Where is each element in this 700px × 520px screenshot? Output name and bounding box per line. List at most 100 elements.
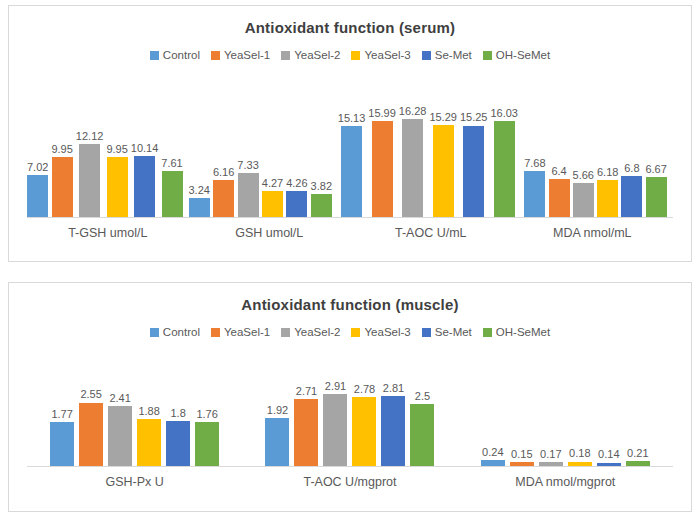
bar-item-yeasel-2: 2.91 — [323, 380, 347, 466]
legend-item-control: Control — [150, 49, 200, 61]
bar-value-label: 1.77 — [51, 408, 72, 420]
bar-value-label: 2.71 — [296, 385, 317, 397]
bar-item-yeasel-3: 15.29 — [429, 111, 457, 217]
bar-oh-semet — [311, 194, 332, 217]
legend-swatch-se-met — [422, 328, 431, 337]
bar-yeasel-2 — [79, 144, 100, 217]
bar-yeasel-1 — [213, 180, 234, 217]
bar-value-label: 1.76 — [196, 408, 217, 420]
legend-label: YeaSel-1 — [224, 326, 270, 338]
bar-value-label: 2.81 — [383, 382, 404, 394]
bar-item-control: 15.13 — [338, 112, 366, 217]
bar-value-label: 9.95 — [106, 143, 127, 155]
bar-value-label: 4.26 — [286, 177, 307, 189]
category-axis: T-GSH umol/LGSH umol/LT-AOC U/mLMDA nmol… — [27, 218, 673, 240]
legend-label: Se-Met — [435, 326, 472, 338]
bar-item-oh-semet: 1.76 — [195, 408, 219, 466]
legend-item-oh-semet: OH-SeMet — [483, 49, 550, 61]
bar-item-yeasel-3: 2.78 — [352, 383, 376, 466]
legend-swatch-yeasel-2 — [281, 328, 290, 337]
legend-item-oh-semet: OH-SeMet — [483, 326, 550, 338]
bar-value-label: 2.41 — [109, 392, 130, 404]
bar-yeasel-1 — [79, 403, 103, 467]
bar-control — [50, 422, 74, 466]
bar-item-se-met: 15.25 — [460, 111, 488, 217]
bar-item-se-met: 0.14 — [597, 448, 621, 466]
bar-oh-semet — [646, 177, 667, 217]
bar-value-label: 1.88 — [138, 405, 159, 417]
bar-yeasel-1 — [549, 179, 570, 217]
bar-value-label: 10.14 — [131, 142, 159, 154]
legend-item-se-met: Se-Met — [422, 326, 472, 338]
bar-item-oh-semet: 16.03 — [490, 107, 518, 217]
bar-oh-semet — [494, 121, 515, 217]
legend-item-yeasel-2: YeaSel-2 — [281, 49, 340, 61]
bar-yeasel-2 — [573, 183, 594, 217]
legend-item-yeasel-1: YeaSel-1 — [211, 326, 270, 338]
bar-yeasel-3 — [433, 125, 454, 217]
bar-yeasel-3 — [262, 191, 283, 217]
bar-value-label: 0.21 — [627, 447, 648, 459]
legend-swatch-yeasel-1 — [211, 51, 220, 60]
bar-yeasel-3 — [107, 157, 128, 217]
bar-value-label: 0.18 — [569, 447, 590, 459]
bar-yeasel-2 — [108, 406, 132, 466]
bar-item-se-met: 4.26 — [286, 177, 307, 217]
bar-item-yeasel-1: 15.99 — [368, 107, 396, 217]
bar-value-label: 16.03 — [490, 107, 518, 119]
bar-yeasel-2 — [539, 462, 563, 466]
legend-swatch-se-met — [422, 51, 431, 60]
bar-value-label: 16.28 — [399, 105, 427, 117]
legend-label: YeaSel-2 — [294, 49, 340, 61]
bar-value-label: 7.61 — [161, 157, 182, 169]
bar-item-yeasel-2: 2.41 — [108, 392, 132, 466]
plot-area: 1.772.552.411.881.81.761.922.712.912.782… — [27, 354, 673, 467]
bar-item-yeasel-2: 0.17 — [539, 448, 563, 466]
bar-value-label: 15.13 — [338, 112, 366, 124]
chart-title: Antioxidant function (serum) — [9, 19, 691, 36]
bar-item-control: 7.02 — [27, 161, 48, 217]
legend-swatch-yeasel-3 — [351, 328, 360, 337]
chart-title: Antioxidant function (muscle) — [9, 296, 691, 313]
bar-yeasel-1 — [294, 399, 318, 466]
legend-swatch-yeasel-1 — [211, 328, 220, 337]
bar-se-met — [621, 176, 642, 217]
category-label: MDA nmol/mL — [512, 218, 674, 240]
bar-group-t-gsh-umol-l: 7.029.9512.129.9510.147.61 — [27, 130, 183, 217]
bar-item-yeasel-1: 2.55 — [79, 388, 103, 466]
bar-value-label: 3.24 — [189, 184, 210, 196]
bar-item-control: 0.24 — [481, 446, 505, 466]
bar-item-yeasel-1: 2.71 — [294, 385, 318, 466]
legend-label: Se-Met — [435, 49, 472, 61]
bar-item-control: 1.77 — [50, 408, 74, 466]
bar-item-oh-semet: 0.21 — [626, 447, 650, 466]
bar-se-met — [381, 396, 405, 466]
bar-group-t-aoc-u-ml: 15.1315.9916.2815.2915.2516.03 — [338, 105, 518, 217]
figure-page: Antioxidant function (serum) Control YeaS… — [0, 0, 700, 517]
legend-label: YeaSel-3 — [364, 326, 410, 338]
legend-label: OH-SeMet — [496, 326, 550, 338]
bar-item-yeasel-3: 4.27 — [262, 177, 283, 217]
bar-item-se-met: 10.14 — [131, 142, 159, 217]
bar-oh-semet — [410, 404, 434, 466]
bar-value-label: 0.24 — [482, 446, 503, 458]
legend-swatch-oh-semet — [483, 328, 492, 337]
legend: ControlYeaSel-1YeaSel-2YeaSel-3Se-MetOH-… — [9, 326, 691, 338]
category-axis: GSH-Px UT-AOC U/mgprotMDA nmol/mgprot — [27, 467, 673, 489]
bar-value-label: 6.16 — [213, 166, 234, 178]
bar-control — [341, 126, 362, 217]
bar-item-control: 7.68 — [524, 157, 545, 217]
category-label: T-AOC U/mL — [350, 218, 512, 240]
bar-control — [481, 460, 505, 466]
bar-yeasel-3 — [137, 419, 161, 466]
bar-item-yeasel-1: 9.95 — [51, 143, 72, 217]
category-label: GSH-Px U — [27, 467, 242, 489]
bar-se-met — [166, 421, 190, 466]
bar-group-t-aoc-u-mgprot: 1.922.712.912.782.812.5 — [242, 380, 457, 466]
bar-value-label: 7.68 — [524, 157, 545, 169]
legend-item-yeasel-1: YeaSel-1 — [211, 49, 270, 61]
legend-item-yeasel-2: YeaSel-2 — [281, 326, 340, 338]
bar-oh-semet — [195, 422, 219, 466]
bar-value-label: 6.67 — [645, 163, 666, 175]
bar-control — [524, 171, 545, 217]
